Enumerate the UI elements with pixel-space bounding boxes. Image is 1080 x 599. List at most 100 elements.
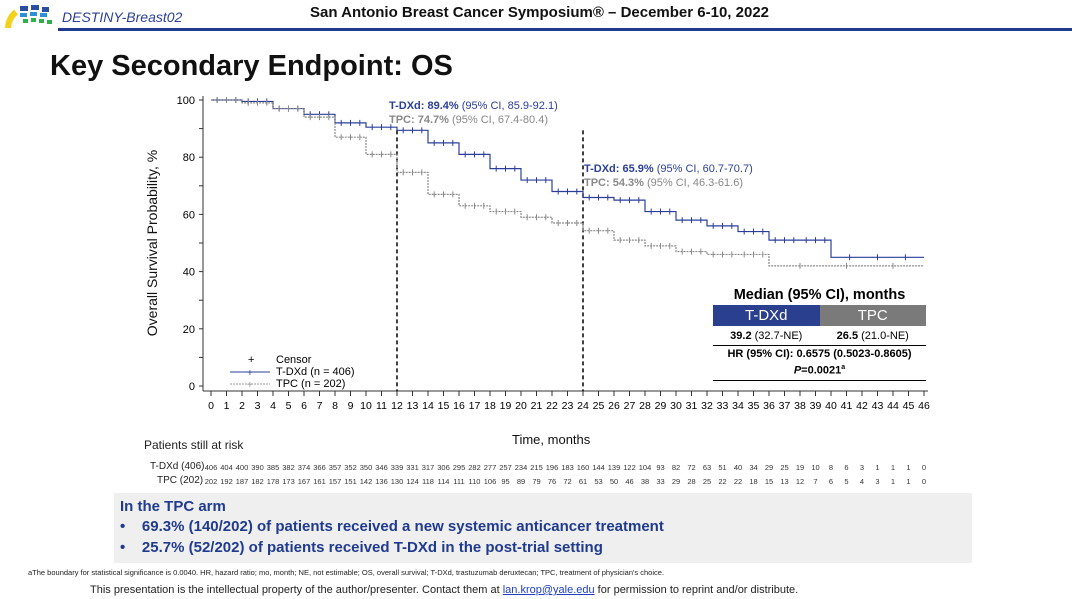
risk-value-tpc: 124 [406, 477, 419, 486]
p-value: P=0.0021a [713, 361, 926, 378]
risk-value-tpc: 79 [532, 477, 541, 486]
risk-value-tpc: 1 [890, 477, 896, 486]
risk-value-tpc: 95 [501, 477, 510, 486]
x-tick-label: 35 [748, 400, 760, 412]
annotation-month12-tpc: TPC: 74.7% (95% CI, 67.4-80.4) [389, 114, 548, 126]
risk-value-tdxd: 317 [421, 463, 435, 472]
annotation-month24-tpc: TPC: 54.3% (95% CI, 46.3-61.6) [584, 177, 743, 189]
x-tick-label: 39 [810, 400, 822, 412]
risk-value-tdxd: 63 [702, 463, 712, 472]
risk-value-tdxd: 29 [764, 463, 774, 472]
risk-value-tdxd: 357 [328, 463, 342, 472]
risk-value-tpc: 38 [640, 477, 650, 486]
risk-value-tdxd: 10 [811, 463, 820, 472]
risk-value-tdxd: 234 [514, 463, 528, 472]
risk-value-tdxd: 306 [437, 463, 450, 472]
x-tick-label: 9 [348, 400, 354, 412]
median-ci: (21.0-NE) [861, 330, 909, 342]
risk-value-tpc: 118 [422, 477, 434, 486]
risk-value-tpc: 111 [453, 477, 465, 486]
x-tick-label: 23 [562, 400, 574, 412]
risk-value-tpc: 7 [813, 477, 818, 486]
legend-tpc-mark: + [247, 380, 253, 391]
y-tick-label: 20 [183, 324, 195, 336]
ip-text: This presentation is the intellectual pr… [90, 584, 503, 596]
risk-value-tdxd: 6 [844, 463, 849, 472]
median-table: Median (95% CI), months T-DXd TPC 39.2 (… [713, 287, 926, 381]
risk-value-tdxd: 1 [890, 463, 896, 472]
x-tick-label: 8 [332, 400, 338, 412]
risk-value-tpc: 12 [795, 477, 805, 486]
risk-value-tpc: 4 [859, 477, 865, 486]
x-tick-label: 0 [208, 400, 214, 412]
x-tick-label: 22 [546, 400, 558, 412]
risk-value-tpc: 173 [282, 477, 295, 486]
slide-title: Key Secondary Endpoint: OS [50, 50, 453, 82]
risk-value-tdxd: 406 [204, 463, 218, 472]
x-tick-label: 40 [825, 400, 837, 412]
risk-value-tpc: 1 [906, 477, 911, 486]
risk-value-tpc: 157 [328, 477, 342, 486]
x-tick-label: 20 [515, 400, 527, 412]
risk-value-tpc: 6 [828, 477, 834, 486]
x-tick-label: 27 [624, 400, 636, 412]
risk-value-tpc: 18 [749, 477, 758, 486]
x-tick-label: 12 [391, 400, 403, 412]
notes-title: In the TPC arm [120, 498, 226, 515]
risk-value-tdxd: 93 [656, 463, 665, 472]
risk-value-tdxd: 183 [561, 463, 574, 472]
risk-value-tpc: 33 [656, 477, 665, 486]
x-tick-label: 13 [407, 400, 419, 412]
x-tick-label: 37 [779, 400, 791, 412]
ip-notice: This presentation is the intellectual pr… [90, 584, 798, 596]
risk-value-tpc: 106 [483, 477, 497, 486]
legend-censor-mark: + [248, 354, 254, 366]
contact-email-link[interactable]: lan.krop@yale.edu [502, 584, 595, 596]
study-name: DESTINY-Breast02 [62, 9, 183, 25]
risk-value-tdxd: 40 [733, 463, 743, 472]
risk-value-tpc: 72 [563, 477, 572, 486]
x-tick-label: 19 [500, 400, 512, 412]
risk-value-tpc: 110 [468, 477, 481, 486]
risk-value-tdxd: 3 [859, 463, 865, 472]
risk-value-tpc: 61 [578, 477, 588, 486]
annotation-month12-tdxd: T-DXd: 89.4% (95% CI, 85.9-92.1) [389, 100, 558, 112]
x-tick-label: 26 [608, 400, 620, 412]
risk-value-tdxd: 34 [749, 463, 758, 472]
y-tick-label: 60 [183, 209, 195, 221]
x-tick-label: 34 [732, 400, 744, 412]
legend: + Censor + T-DXd (n = 406) + TPC (n = 20… [230, 354, 355, 391]
x-tick-label: 21 [531, 400, 543, 412]
x-tick-label: 11 [376, 400, 387, 412]
risk-row-label-tpc: TPC (202) [157, 475, 204, 486]
risk-value-tpc: 15 [764, 477, 774, 486]
x-tick-label: 31 [686, 400, 698, 412]
risk-value-tpc: 130 [390, 477, 404, 486]
x-tick-label: 33 [717, 400, 729, 412]
x-tick-label: 18 [484, 400, 496, 412]
risk-value-tdxd: 72 [687, 463, 696, 472]
header-divider [58, 28, 1072, 31]
risk-value-tdxd: 139 [607, 463, 621, 472]
y-tick-label: 80 [183, 152, 195, 164]
median-header-tpc: TPC [819, 305, 926, 326]
risk-value-tpc: 13 [780, 477, 789, 486]
annotation-label: TPC: 54.3% [584, 177, 644, 189]
risk-value-tdxd: 400 [235, 463, 249, 472]
risk-value-tdxd: 366 [313, 463, 326, 472]
legend-tdxd-mark: + [247, 368, 253, 379]
annotation-label: TPC: 74.7% [389, 114, 449, 126]
risk-value-tdxd: 19 [795, 463, 805, 472]
y-tick-label: 40 [183, 267, 195, 279]
median-value: 26.5 [836, 330, 859, 342]
x-tick-label: 5 [286, 400, 292, 412]
annotation-label: T-DXd: 65.9% [584, 163, 654, 175]
risk-value-tdxd: 215 [530, 463, 543, 472]
notes-bullet: • 25.7% (52/202) of patients received T-… [120, 539, 603, 556]
risk-value-tdxd: 82 [671, 463, 681, 472]
x-tick-label: 14 [422, 400, 434, 412]
median-header-tdxd: T-DXd [713, 305, 820, 326]
risk-value-tdxd: 404 [220, 463, 233, 472]
annotation-label: T-DXd: 89.4% [389, 100, 459, 112]
